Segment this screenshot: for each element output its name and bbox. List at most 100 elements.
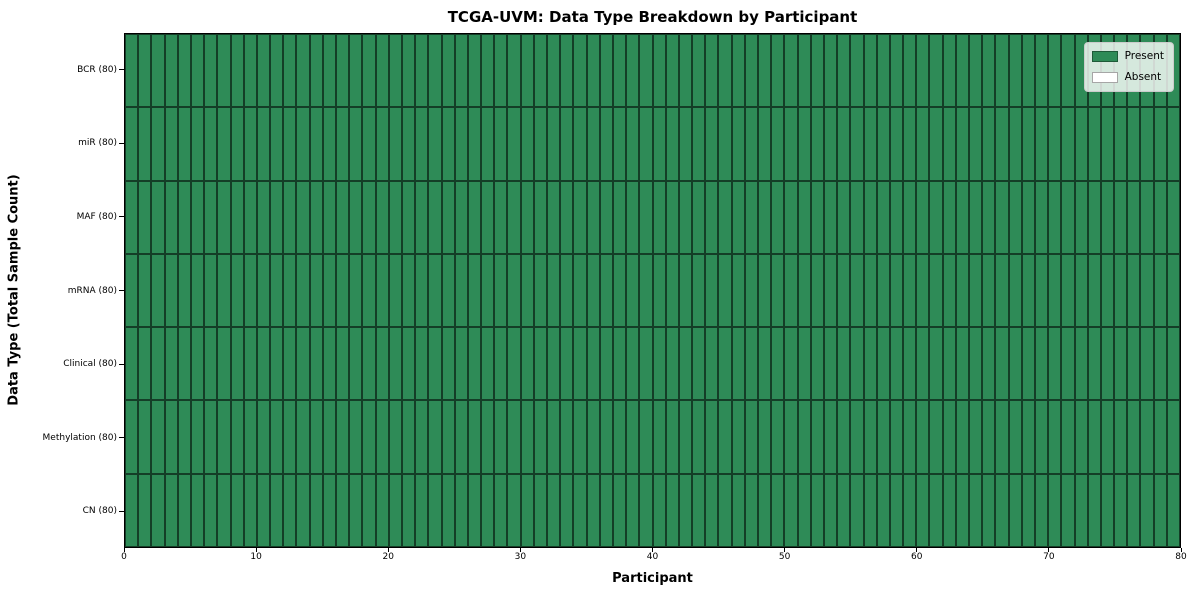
heatmap-cell [876,327,890,401]
heatmap-cell [678,327,693,401]
heatmap-cell [138,473,152,547]
heatmap-cell [837,34,851,108]
heatmap-cell [190,473,205,547]
heatmap-cell [230,327,244,401]
heatmap-cell [876,473,890,547]
heatmap-cell [428,34,442,108]
heatmap-cell [599,180,613,254]
heatmap-cell [467,327,482,401]
heatmap-cell [520,473,534,547]
heatmap-cell [1021,180,1035,254]
x-tick-label: 80 [1175,552,1187,562]
heatmap-cell [560,473,574,547]
heatmap-cell [612,107,627,181]
heatmap-cell [652,253,666,328]
heatmap-cell [586,253,600,328]
heatmap-cell [705,180,719,254]
heatmap-cell [230,180,244,254]
heatmap-cell [771,253,785,328]
heatmap-cell [876,400,890,474]
heatmap-cell [309,473,323,547]
heatmap-cell [322,34,336,108]
y-tick-label: BCR (80) [77,64,117,75]
heatmap-cell [138,327,152,401]
heatmap-cell [336,327,350,401]
heatmap-cell [969,253,983,328]
heatmap-cell [810,180,824,254]
heatmap-cell [349,327,363,401]
heatmap-cell [850,180,864,254]
heatmap-cell [1087,107,1101,181]
heatmap-cell [639,327,653,401]
heatmap-cell [969,473,983,547]
heatmap-cell [375,180,389,254]
heatmap-cell [665,34,679,108]
heatmap-cell [718,400,732,474]
heatmap-cell [929,180,943,254]
heatmap-cell [639,107,653,181]
heatmap-cell [626,327,640,401]
heatmap-cell [125,180,139,254]
heatmap-cell [639,473,653,547]
heatmap-cell [230,473,244,547]
heatmap-cell [1074,107,1088,181]
x-tick-label: 50 [778,552,791,562]
heatmap-cell [889,34,904,108]
heatmap-cell [955,180,969,254]
heatmap-cell [481,107,495,181]
heatmap-cell [454,473,468,547]
heatmap-cell [441,180,455,254]
x-tick-mark [652,548,653,552]
legend-item-present: Present [1091,48,1164,65]
heatmap-cell [744,180,758,254]
heatmap-cell [665,400,679,474]
heatmap-cell [1061,400,1075,474]
heatmap-cell [533,253,547,328]
heatmap-cell [612,473,627,547]
heatmap-cell [995,180,1009,254]
heatmap-cell [810,34,824,108]
heatmap-cell [138,34,152,108]
y-tick-label: miR (80) [78,138,117,149]
heatmap-cell [969,327,983,401]
heatmap-cell [982,473,996,547]
heatmap-cell [190,180,205,254]
heatmap-cell [164,107,178,181]
heatmap-cell [415,327,429,401]
heatmap-cell [230,107,244,181]
heatmap-cell [1034,473,1049,547]
y-tick-label: Clinical (80) [63,359,117,370]
heatmap-cell [969,34,983,108]
heatmap-cell [626,180,640,254]
heatmap-cell [494,107,508,181]
heatmap-cell [560,34,574,108]
heatmap-cell [125,327,139,401]
heatmap-cell [784,327,798,401]
heatmap-cell [270,180,284,254]
heatmap-cell [217,473,231,547]
legend: Present Absent [1083,42,1174,92]
heatmap-cell [217,253,231,328]
heatmap-cell [177,34,191,108]
heatmap-cell [151,400,165,474]
heatmap-cell [626,473,640,547]
heatmap-cell [125,253,139,328]
heatmap-cell [837,473,851,547]
heatmap-cell [916,180,930,254]
heatmap-cell [758,34,772,108]
heatmap-cell [995,253,1009,328]
heatmap-cell [744,34,758,108]
heatmap-cell [125,34,139,108]
legend-label-absent: Absent [1124,71,1162,84]
y-tick-mark [119,510,124,512]
heatmap-cell [903,253,917,328]
heatmap-cell [586,34,600,108]
x-axis-label: Participant [612,571,693,586]
heatmap-cell [164,400,178,474]
heatmap-cell [1061,107,1075,181]
heatmap-cell [1021,327,1035,401]
heatmap-cell [876,180,890,254]
x-tick-mark [387,548,389,552]
heatmap-cell [903,400,917,474]
heatmap-cell [481,253,495,328]
